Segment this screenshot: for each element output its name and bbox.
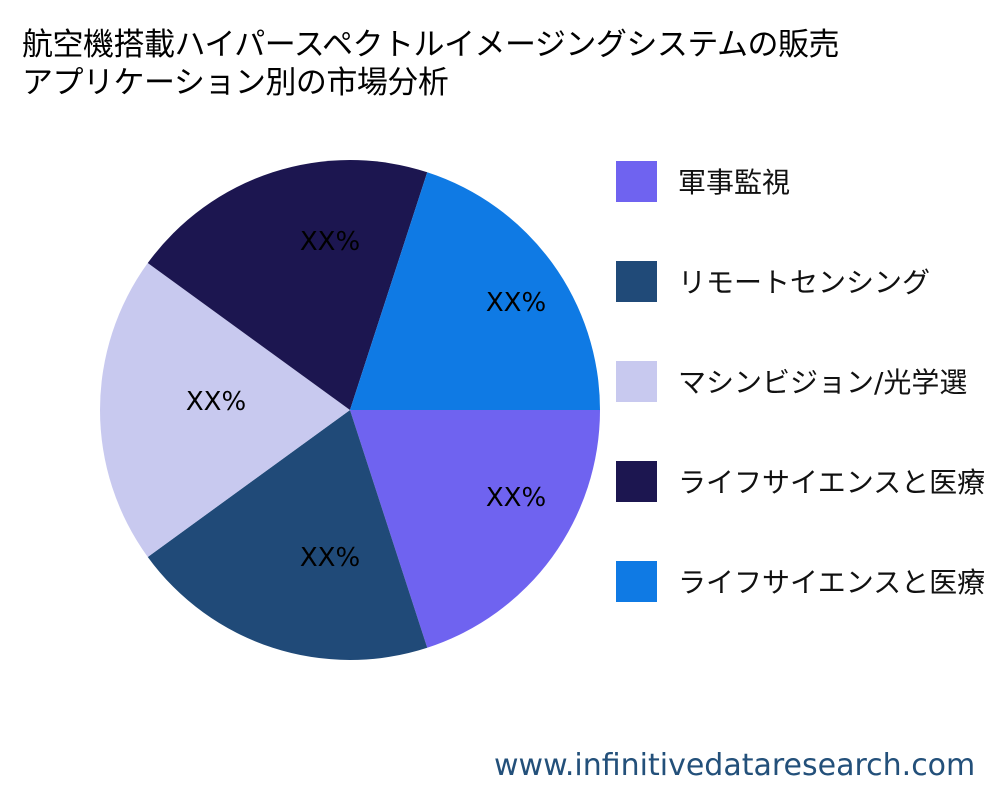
legend-label: ライフサイエンスと医療 xyxy=(678,566,986,599)
slice-label-life-science-diagnostics: XX% xyxy=(300,227,360,257)
legend-item-machine-vision[interactable]: マシンビジョン/光学選 xyxy=(616,360,967,402)
legend-label: 軍事監視 xyxy=(678,166,791,199)
legend-label: ライフサイエンスと医療 xyxy=(678,466,986,499)
pie-slice-life-science-medical[interactable] xyxy=(350,172,600,410)
legend-swatch xyxy=(616,460,657,502)
legend-swatch xyxy=(616,160,657,202)
legend-item-life-science-medical[interactable]: ライフサイエンスと医療 xyxy=(616,560,985,602)
chart-title-line1: 航空機搭載ハイパースペクトルイメージングシステムの販売 xyxy=(22,27,840,63)
slice-label-military-surveillance: XX% xyxy=(486,483,546,513)
pie-slice-military-surveillance[interactable] xyxy=(350,410,600,648)
chart-title-line2: アプリケーション別の市場分析 xyxy=(22,65,449,101)
slice-label-machine-vision: XX% xyxy=(186,387,246,417)
slice-label-remote-sensing: XX% xyxy=(300,543,360,573)
legend-item-life-science-diagnostics[interactable]: ライフサイエンスと医療 xyxy=(616,460,985,502)
legend-swatch xyxy=(616,360,657,402)
pie-slice-remote-sensing[interactable] xyxy=(147,410,428,660)
slice-label-life-science-medical: XX% xyxy=(486,288,546,318)
pie-slice-life-science-diagnostics[interactable] xyxy=(147,160,428,410)
chart-title: 航空機搭載ハイパースペクトルイメージングシステムの販売 アプリケーション別の市場… xyxy=(22,26,840,102)
pie-slice-machine-vision[interactable] xyxy=(100,263,350,557)
legend-item-military-surveillance[interactable]: 軍事監視 xyxy=(616,160,790,202)
legend-swatch xyxy=(616,560,657,602)
legend-label: リモートセンシング xyxy=(678,266,931,299)
legend-label: マシンビジョン/光学選 xyxy=(678,366,968,399)
legend-item-remote-sensing[interactable]: リモートセンシング xyxy=(616,260,930,302)
legend-swatch xyxy=(616,260,657,302)
source-url: www.infinitivedataresearch.com xyxy=(494,748,976,783)
